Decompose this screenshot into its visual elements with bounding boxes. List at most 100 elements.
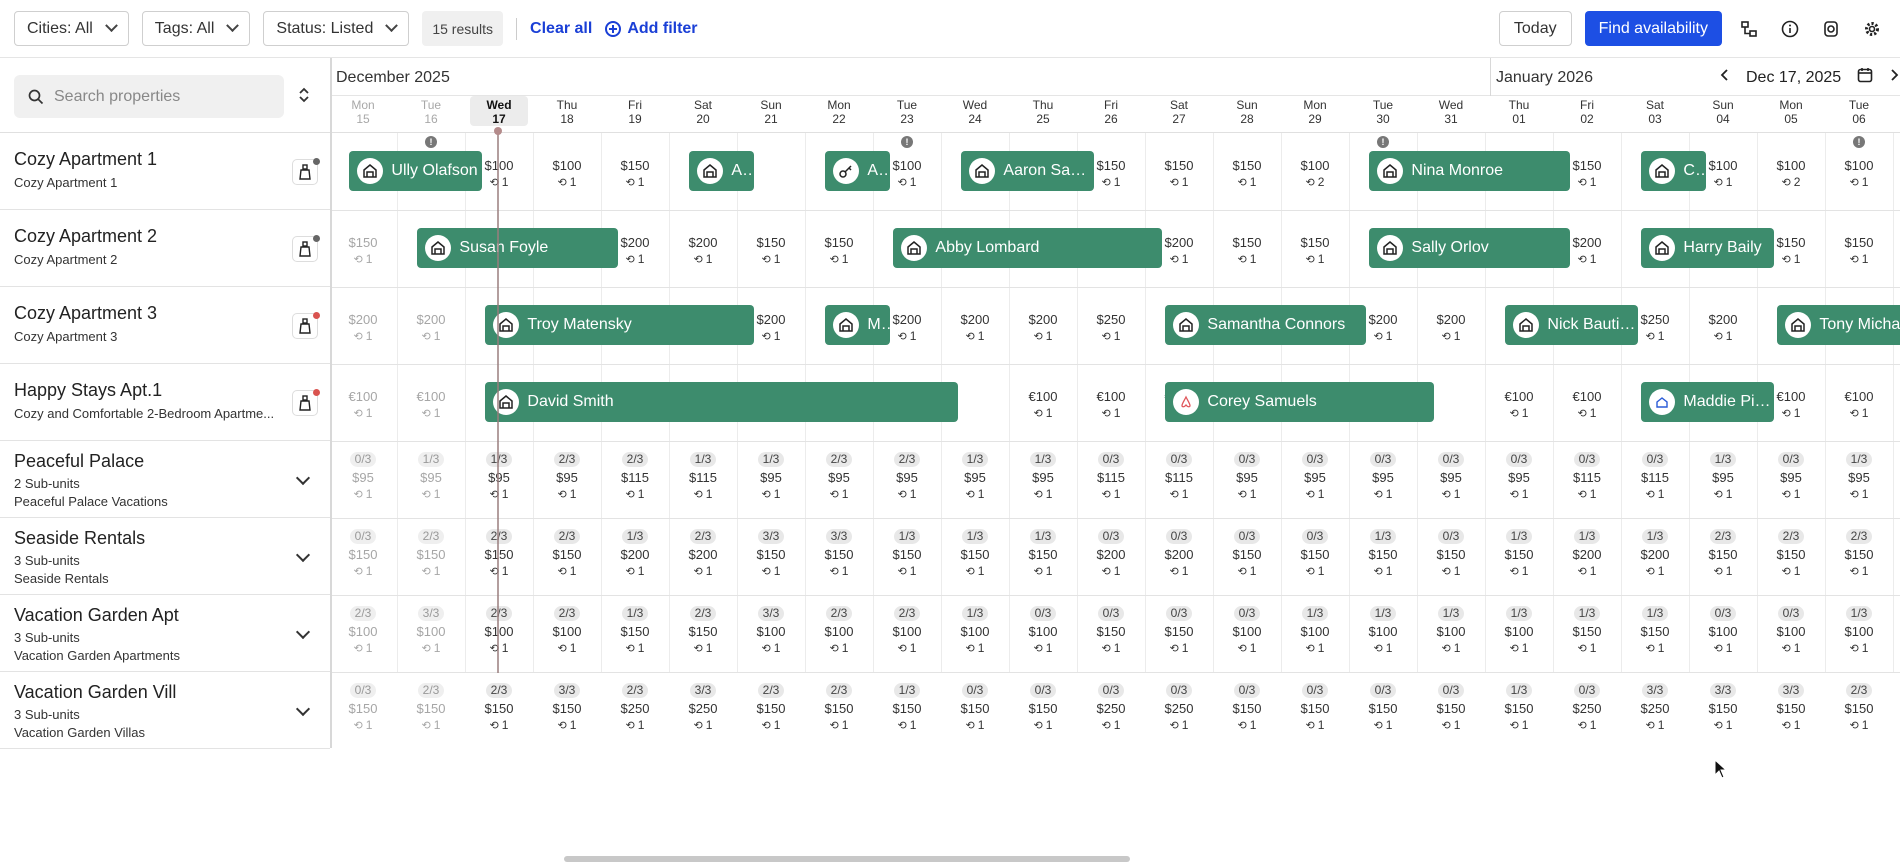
rate-cell[interactable]: $1501 — [1213, 158, 1281, 191]
info-icon[interactable] — [1776, 15, 1804, 43]
availability-cell[interactable]: 3/3 $1501 — [737, 528, 805, 580]
reservation-bar[interactable]: Aaron Sam... — [961, 151, 1094, 191]
availability-cell[interactable]: 3/3 $2501 — [669, 682, 737, 734]
rate-cell[interactable]: $1501 — [1757, 235, 1825, 268]
availability-cell[interactable]: 1/3 $1501 — [873, 528, 941, 580]
rate-cell[interactable]: $2001 — [332, 312, 397, 345]
reservation-bar[interactable]: Harry Baily — [1641, 228, 1774, 268]
alert-icon[interactable]: ! — [901, 136, 913, 148]
availability-cell[interactable]: 2/3 $1001 — [805, 605, 873, 657]
rate-cell[interactable]: $2001 — [737, 312, 805, 345]
availability-cell[interactable]: 2/3 $951 — [873, 451, 941, 503]
reservation-bar[interactable]: Abby Lombard — [893, 228, 1162, 268]
rate-cell[interactable]: $2001 — [1553, 235, 1621, 268]
reservation-bar[interactable]: A... — [689, 151, 754, 191]
availability-cell[interactable]: 0/3 $1501 — [332, 682, 397, 734]
rate-cell[interactable]: $1001 — [533, 158, 601, 191]
reservation-bar[interactable]: M... — [825, 305, 890, 345]
rate-cell[interactable]: $1001 — [1825, 158, 1893, 191]
availability-cell[interactable]: 3/3 $1501 — [533, 682, 601, 734]
availability-cell[interactable]: 1/3 $1001 — [1825, 605, 1893, 657]
availability-cell[interactable]: 2/3 $1151 — [601, 451, 669, 503]
rate-cell[interactable]: $1002 — [1757, 158, 1825, 191]
rate-cell[interactable]: $1501 — [1077, 158, 1145, 191]
rate-cell[interactable]: $2001 — [601, 235, 669, 268]
availability-cell[interactable]: 2/3 $2001 — [669, 528, 737, 580]
reservation-bar[interactable]: Troy Matensky — [485, 305, 754, 345]
rate-cell[interactable]: $2501 — [1621, 312, 1689, 345]
availability-cell[interactable]: 0/3 $1151 — [1077, 451, 1145, 503]
availability-cell[interactable]: 0/3 $1501 — [941, 682, 1009, 734]
rate-cell[interactable]: $2001 — [941, 312, 1009, 345]
availability-cell[interactable]: 0/3 $951 — [1417, 451, 1485, 503]
availability-cell[interactable]: 2/3 $951 — [805, 451, 873, 503]
availability-cell[interactable]: 1/3 $951 — [1689, 451, 1757, 503]
availability-cell[interactable]: 3/3 $1001 — [737, 605, 805, 657]
availability-cell[interactable]: 1/3 $1001 — [1417, 605, 1485, 657]
availability-cell[interactable]: 3/3 $1501 — [1689, 682, 1757, 734]
hierarchy-icon[interactable] — [1735, 15, 1763, 43]
availability-cell[interactable]: 1/3 $1501 — [1009, 528, 1077, 580]
today-button[interactable]: Today — [1498, 11, 1572, 46]
availability-cell[interactable]: 2/3 $1501 — [737, 682, 805, 734]
availability-cell[interactable]: 0/3 $1151 — [1621, 451, 1689, 503]
availability-cell[interactable]: 1/3 $951 — [1009, 451, 1077, 503]
availability-cell[interactable]: 3/3 $1501 — [1757, 682, 1825, 734]
reservation-bar[interactable]: C... — [1641, 151, 1706, 191]
reservation-bar[interactable]: Nina Monroe — [1369, 151, 1570, 191]
cleaning-status-button[interactable] — [292, 389, 320, 416]
availability-cell[interactable]: 2/3 $1501 — [465, 528, 533, 580]
horizontal-scrollbar[interactable] — [564, 856, 1130, 862]
reservation-bar[interactable]: Maddie Pie... — [1641, 382, 1774, 422]
availability-cell[interactable]: 0/3 $1151 — [1553, 451, 1621, 503]
rate-cell[interactable]: €1001 — [1757, 389, 1825, 422]
reservation-bar[interactable]: Corey Samuels — [1165, 382, 1434, 422]
rate-cell[interactable]: $2001 — [1417, 312, 1485, 345]
rate-cell[interactable]: $2001 — [1145, 235, 1213, 268]
rate-cell[interactable]: $1001 — [1689, 158, 1757, 191]
availability-cell[interactable]: 1/3 $1501 — [1621, 605, 1689, 657]
availability-cell[interactable]: 2/3 $1001 — [465, 605, 533, 657]
availability-cell[interactable]: 2/3 $1501 — [397, 682, 465, 734]
calendar-icon[interactable] — [1857, 67, 1873, 88]
gear-icon[interactable] — [1858, 15, 1886, 43]
availability-cell[interactable]: 0/3 $951 — [1349, 451, 1417, 503]
add-filter-button[interactable]: Add filter — [605, 20, 698, 38]
find-availability-button[interactable]: Find availability — [1584, 11, 1722, 46]
availability-cell[interactable]: 1/3 $1151 — [669, 451, 737, 503]
availability-cell[interactable]: 1/3 $1501 — [1485, 682, 1553, 734]
availability-cell[interactable]: 1/3 $1501 — [1485, 528, 1553, 580]
availability-cell[interactable]: 0/3 $1501 — [1213, 528, 1281, 580]
reservation-bar[interactable]: Ully Olafson — [349, 151, 482, 191]
alert-icon[interactable]: ! — [1853, 136, 1865, 148]
chevron-right-icon[interactable] — [1889, 68, 1899, 87]
rate-cell[interactable]: €1001 — [1009, 389, 1077, 422]
rate-cell[interactable]: €1001 — [1825, 389, 1893, 422]
availability-cell[interactable]: 0/3 $1501 — [332, 528, 397, 580]
property-row[interactable]: Vacation Garden Apt 3 Sub-units Vacation G… — [0, 595, 330, 672]
reservation-bar[interactable]: David Smith — [485, 382, 958, 422]
property-row[interactable]: Vacation Garden Vill 3 Sub-units Vacation … — [0, 672, 330, 749]
rate-cell[interactable]: $1501 — [601, 158, 669, 191]
availability-cell[interactable]: 0/3 $951 — [1757, 451, 1825, 503]
availability-cell[interactable]: 2/3 $1001 — [332, 605, 397, 657]
current-date[interactable]: Dec 17, 2025 — [1746, 68, 1842, 86]
rate-cell[interactable]: $1501 — [1213, 235, 1281, 268]
availability-cell[interactable]: 0/3 $1501 — [1145, 605, 1213, 657]
rate-cell[interactable]: $2001 — [1349, 312, 1417, 345]
availability-cell[interactable]: 1/3 $1001 — [1349, 605, 1417, 657]
availability-cell[interactable]: 0/3 $1501 — [1077, 605, 1145, 657]
availability-cell[interactable]: 1/3 $1501 — [601, 605, 669, 657]
tags-filter[interactable]: Tags: All — [141, 11, 251, 46]
availability-cell[interactable]: 3/3 $1501 — [805, 528, 873, 580]
rate-cell[interactable]: €1001 — [1077, 389, 1145, 422]
rate-cell[interactable]: $1501 — [332, 235, 397, 268]
availability-cell[interactable]: 1/3 $1001 — [1281, 605, 1349, 657]
rate-cell[interactable]: €1001 — [397, 389, 465, 422]
chevron-down-icon[interactable] — [295, 624, 311, 640]
availability-cell[interactable]: 2/3 $1501 — [465, 682, 533, 734]
reservation-bar[interactable]: A... — [825, 151, 890, 191]
property-row[interactable]: Happy Stays Apt.1 Cozy and Comfortable 2-… — [0, 364, 330, 441]
availability-cell[interactable]: 0/3 $2001 — [1145, 528, 1213, 580]
chevron-left-icon[interactable] — [1720, 68, 1730, 87]
